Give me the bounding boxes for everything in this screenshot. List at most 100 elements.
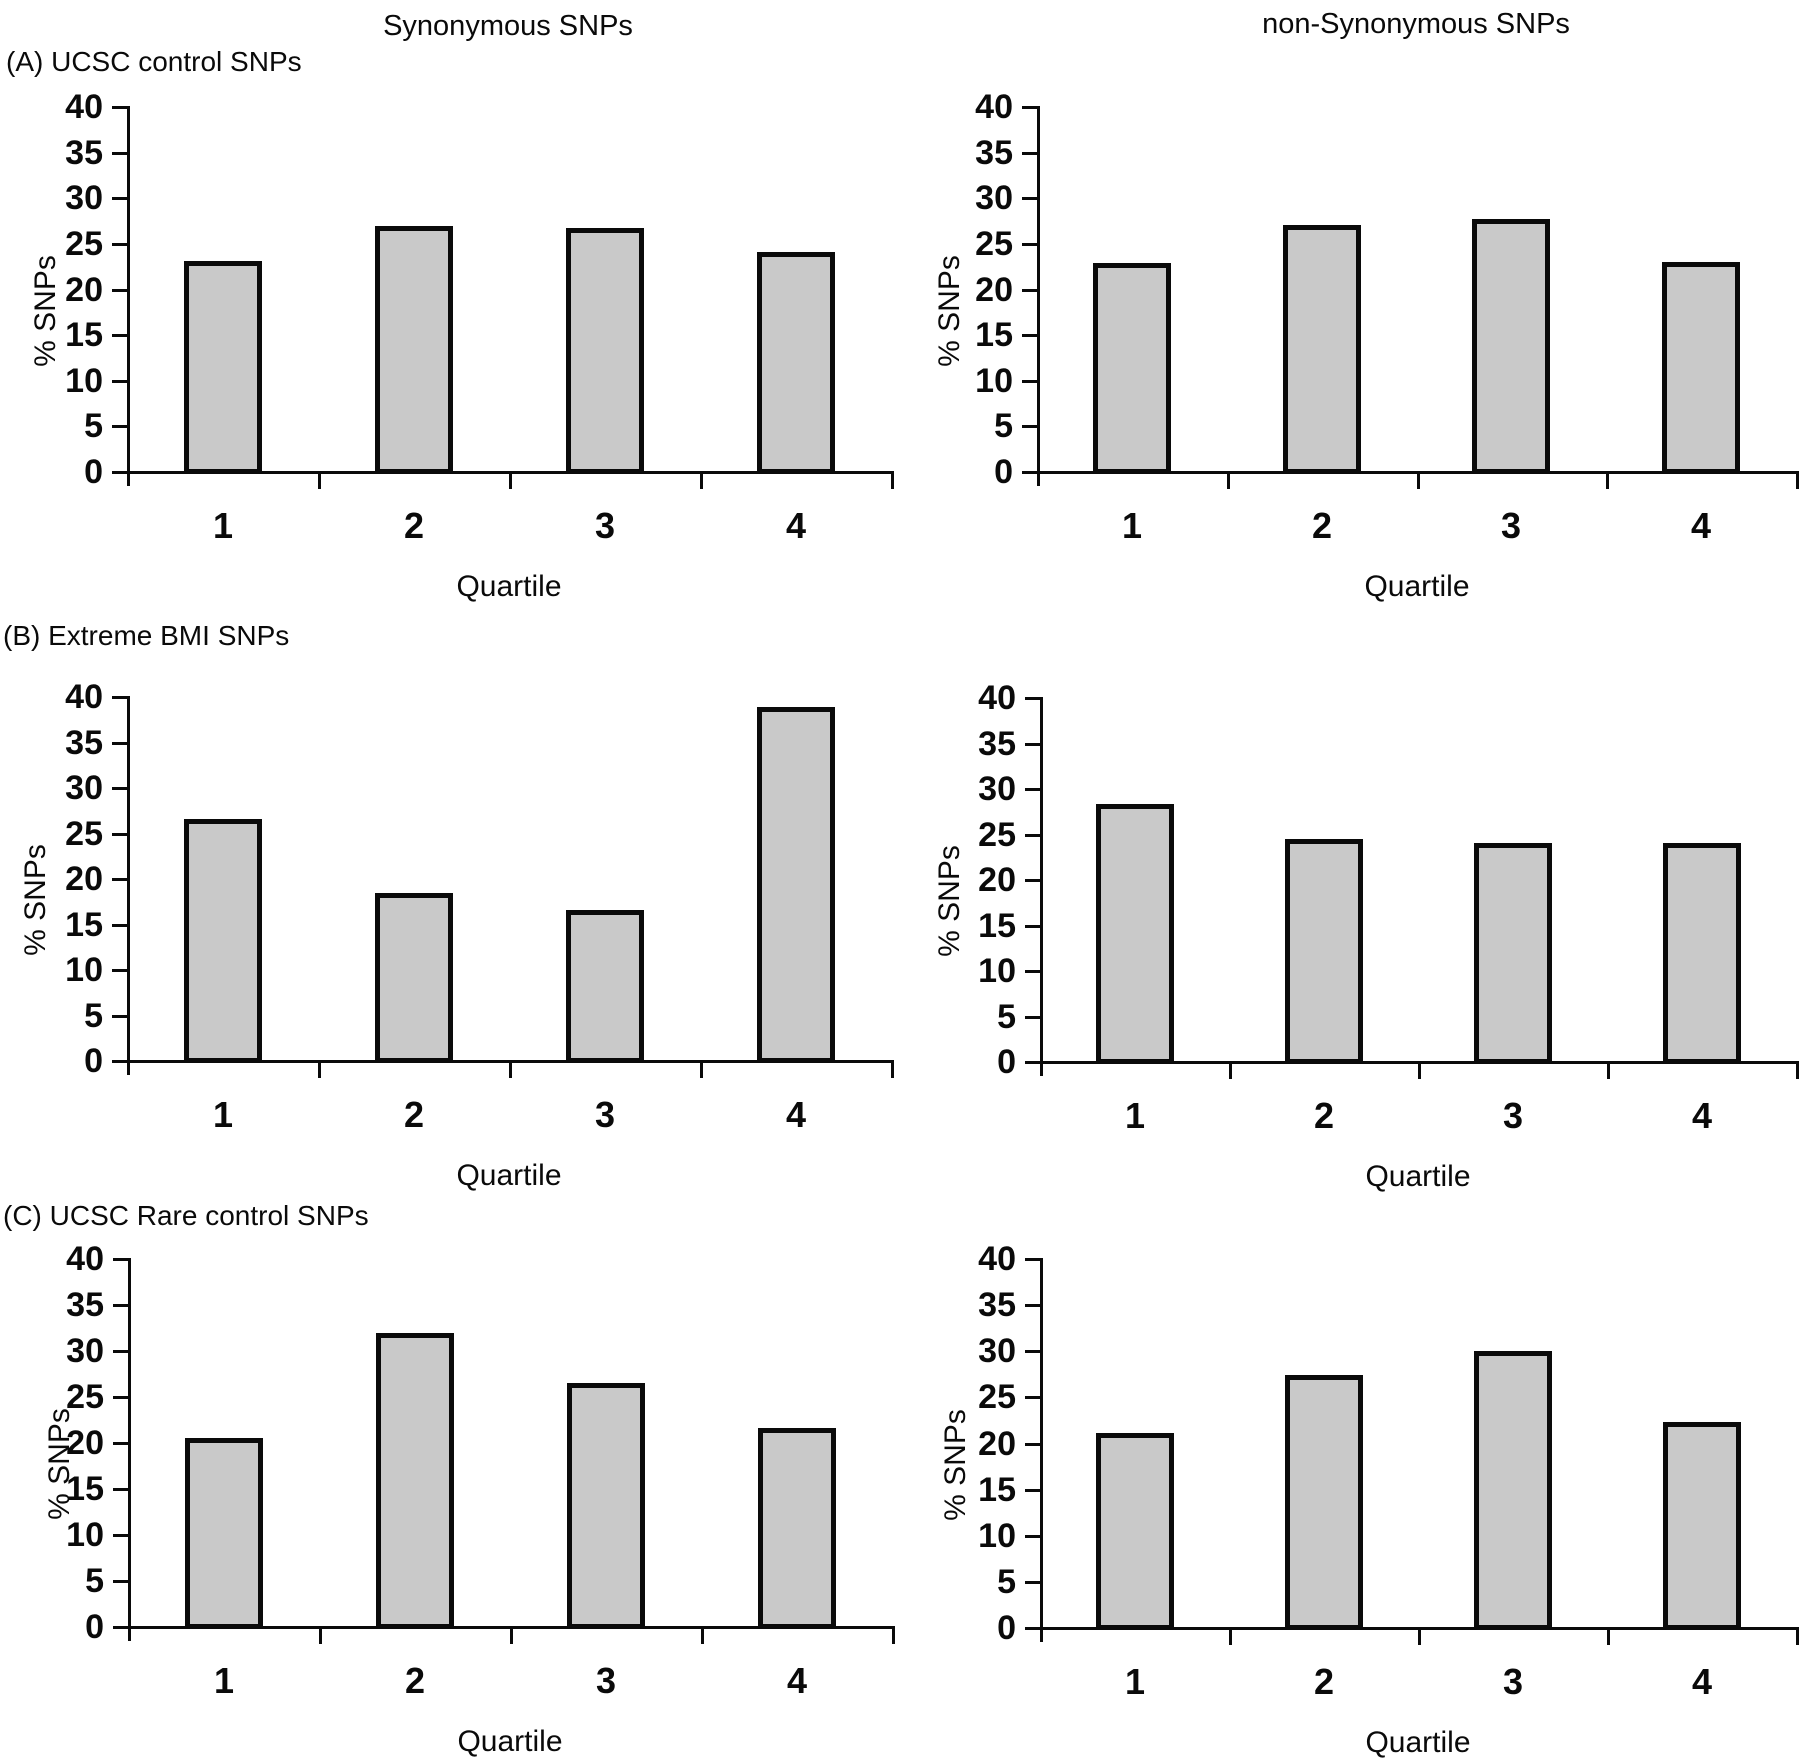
y-tick-label: 10 [65,951,103,989]
y-tick-label: 5 [997,1563,1016,1601]
y-tick [113,1488,128,1491]
y-tick [112,197,127,200]
x-tick-label: 2 [403,505,425,546]
bar [376,1333,454,1629]
x-tick-label: 1 [1121,505,1143,546]
y-tick [112,696,127,699]
y-tick [1025,925,1040,928]
x-tick [318,471,321,489]
x-tick [700,471,703,489]
x-tick [319,1626,322,1644]
y-tick-label: 30 [978,1332,1016,1370]
y-tick-label: 10 [66,1516,104,1554]
y-tick-label: 25 [978,1378,1016,1416]
x-tick-label: 1 [213,1660,235,1701]
y-tick [112,742,127,745]
y-tick-label: 40 [978,679,1016,717]
bar [1472,219,1550,474]
y-axis-title: % SNPs [29,255,62,367]
x-tick [510,1626,513,1644]
y-tick [112,471,127,474]
y-tick [112,833,127,836]
bar [1283,225,1361,474]
bar [1096,804,1174,1064]
y-tick-label: 0 [994,453,1013,491]
x-tick [1229,1061,1232,1079]
y-tick [1025,788,1040,791]
y-tick [112,878,127,881]
bar [375,226,453,474]
y-tick [1022,197,1037,200]
bar [758,1428,836,1629]
y-tick [1025,1350,1040,1353]
y-tick [112,1060,127,1063]
y-tick-label: 30 [65,769,103,807]
y-tick [112,1015,127,1018]
x-tick-label: 1 [1124,1095,1146,1136]
y-tick-label: 35 [978,725,1016,763]
x-tick [1606,471,1609,489]
bar [566,228,644,474]
y-tick [1025,1489,1040,1492]
y-tick [1022,425,1037,428]
y-tick-label: 40 [65,678,103,716]
y-tick [113,1396,128,1399]
x-tick [1607,1061,1610,1079]
x-tick-label: 3 [1502,1661,1524,1702]
bar [1093,263,1171,474]
bar [757,707,835,1063]
bar [184,261,262,474]
y-axis-title: % SNPs [19,844,52,956]
y-tick [1025,1443,1040,1446]
y-tick [112,787,127,790]
y-tick [113,1442,128,1445]
x-tick [1417,471,1420,489]
x-tick [1607,1627,1610,1645]
y-tick-label: 30 [66,1332,104,1370]
y-tick-label: 35 [975,134,1013,172]
bar [185,1438,263,1629]
y-tick-label: 35 [66,1286,104,1324]
bar [1662,262,1740,474]
y-tick-label: 5 [84,997,103,1035]
x-tick [509,1060,512,1078]
bar [1663,1422,1741,1630]
y-tick [1025,1304,1040,1307]
x-tick [509,471,512,489]
x-tick-label: 2 [1313,1095,1335,1136]
y-tick-label: 5 [997,998,1016,1036]
y-tick-label: 20 [65,271,103,309]
y-tick [1025,1258,1040,1261]
y-tick-label: 0 [997,1609,1016,1647]
y-tick-label: 0 [84,1042,103,1080]
y-tick [112,969,127,972]
y-tick-label: 35 [65,134,103,172]
y-tick [112,152,127,155]
y-tick-label: 15 [978,907,1016,945]
y-tick-label: 0 [84,453,103,491]
x-axis-title: Quartile [1365,1726,1471,1759]
y-tick-label: 40 [66,1240,104,1278]
y-tick [1022,106,1037,109]
bar [1474,843,1552,1064]
y-tick-label: 30 [978,770,1016,808]
y-tick [1025,834,1040,837]
y-axis [127,106,130,486]
y-tick-label: 15 [978,1471,1016,1509]
bar [375,893,453,1063]
y-tick-label: 10 [978,952,1016,990]
y-axis-title: % SNPs [939,1409,972,1521]
y-tick [1022,243,1037,246]
y-tick [1025,1627,1040,1630]
x-tick-label: 4 [785,505,807,546]
y-tick-label: 20 [978,1425,1016,1463]
x-tick [700,1060,703,1078]
y-tick [113,1350,128,1353]
x-tick [891,1060,894,1078]
y-tick [1025,970,1040,973]
y-tick-label: 35 [978,1286,1016,1324]
x-tick-label: 1 [212,1094,234,1135]
y-tick [112,924,127,927]
x-axis-title: Quartile [456,1159,562,1192]
y-axis [127,696,130,1075]
